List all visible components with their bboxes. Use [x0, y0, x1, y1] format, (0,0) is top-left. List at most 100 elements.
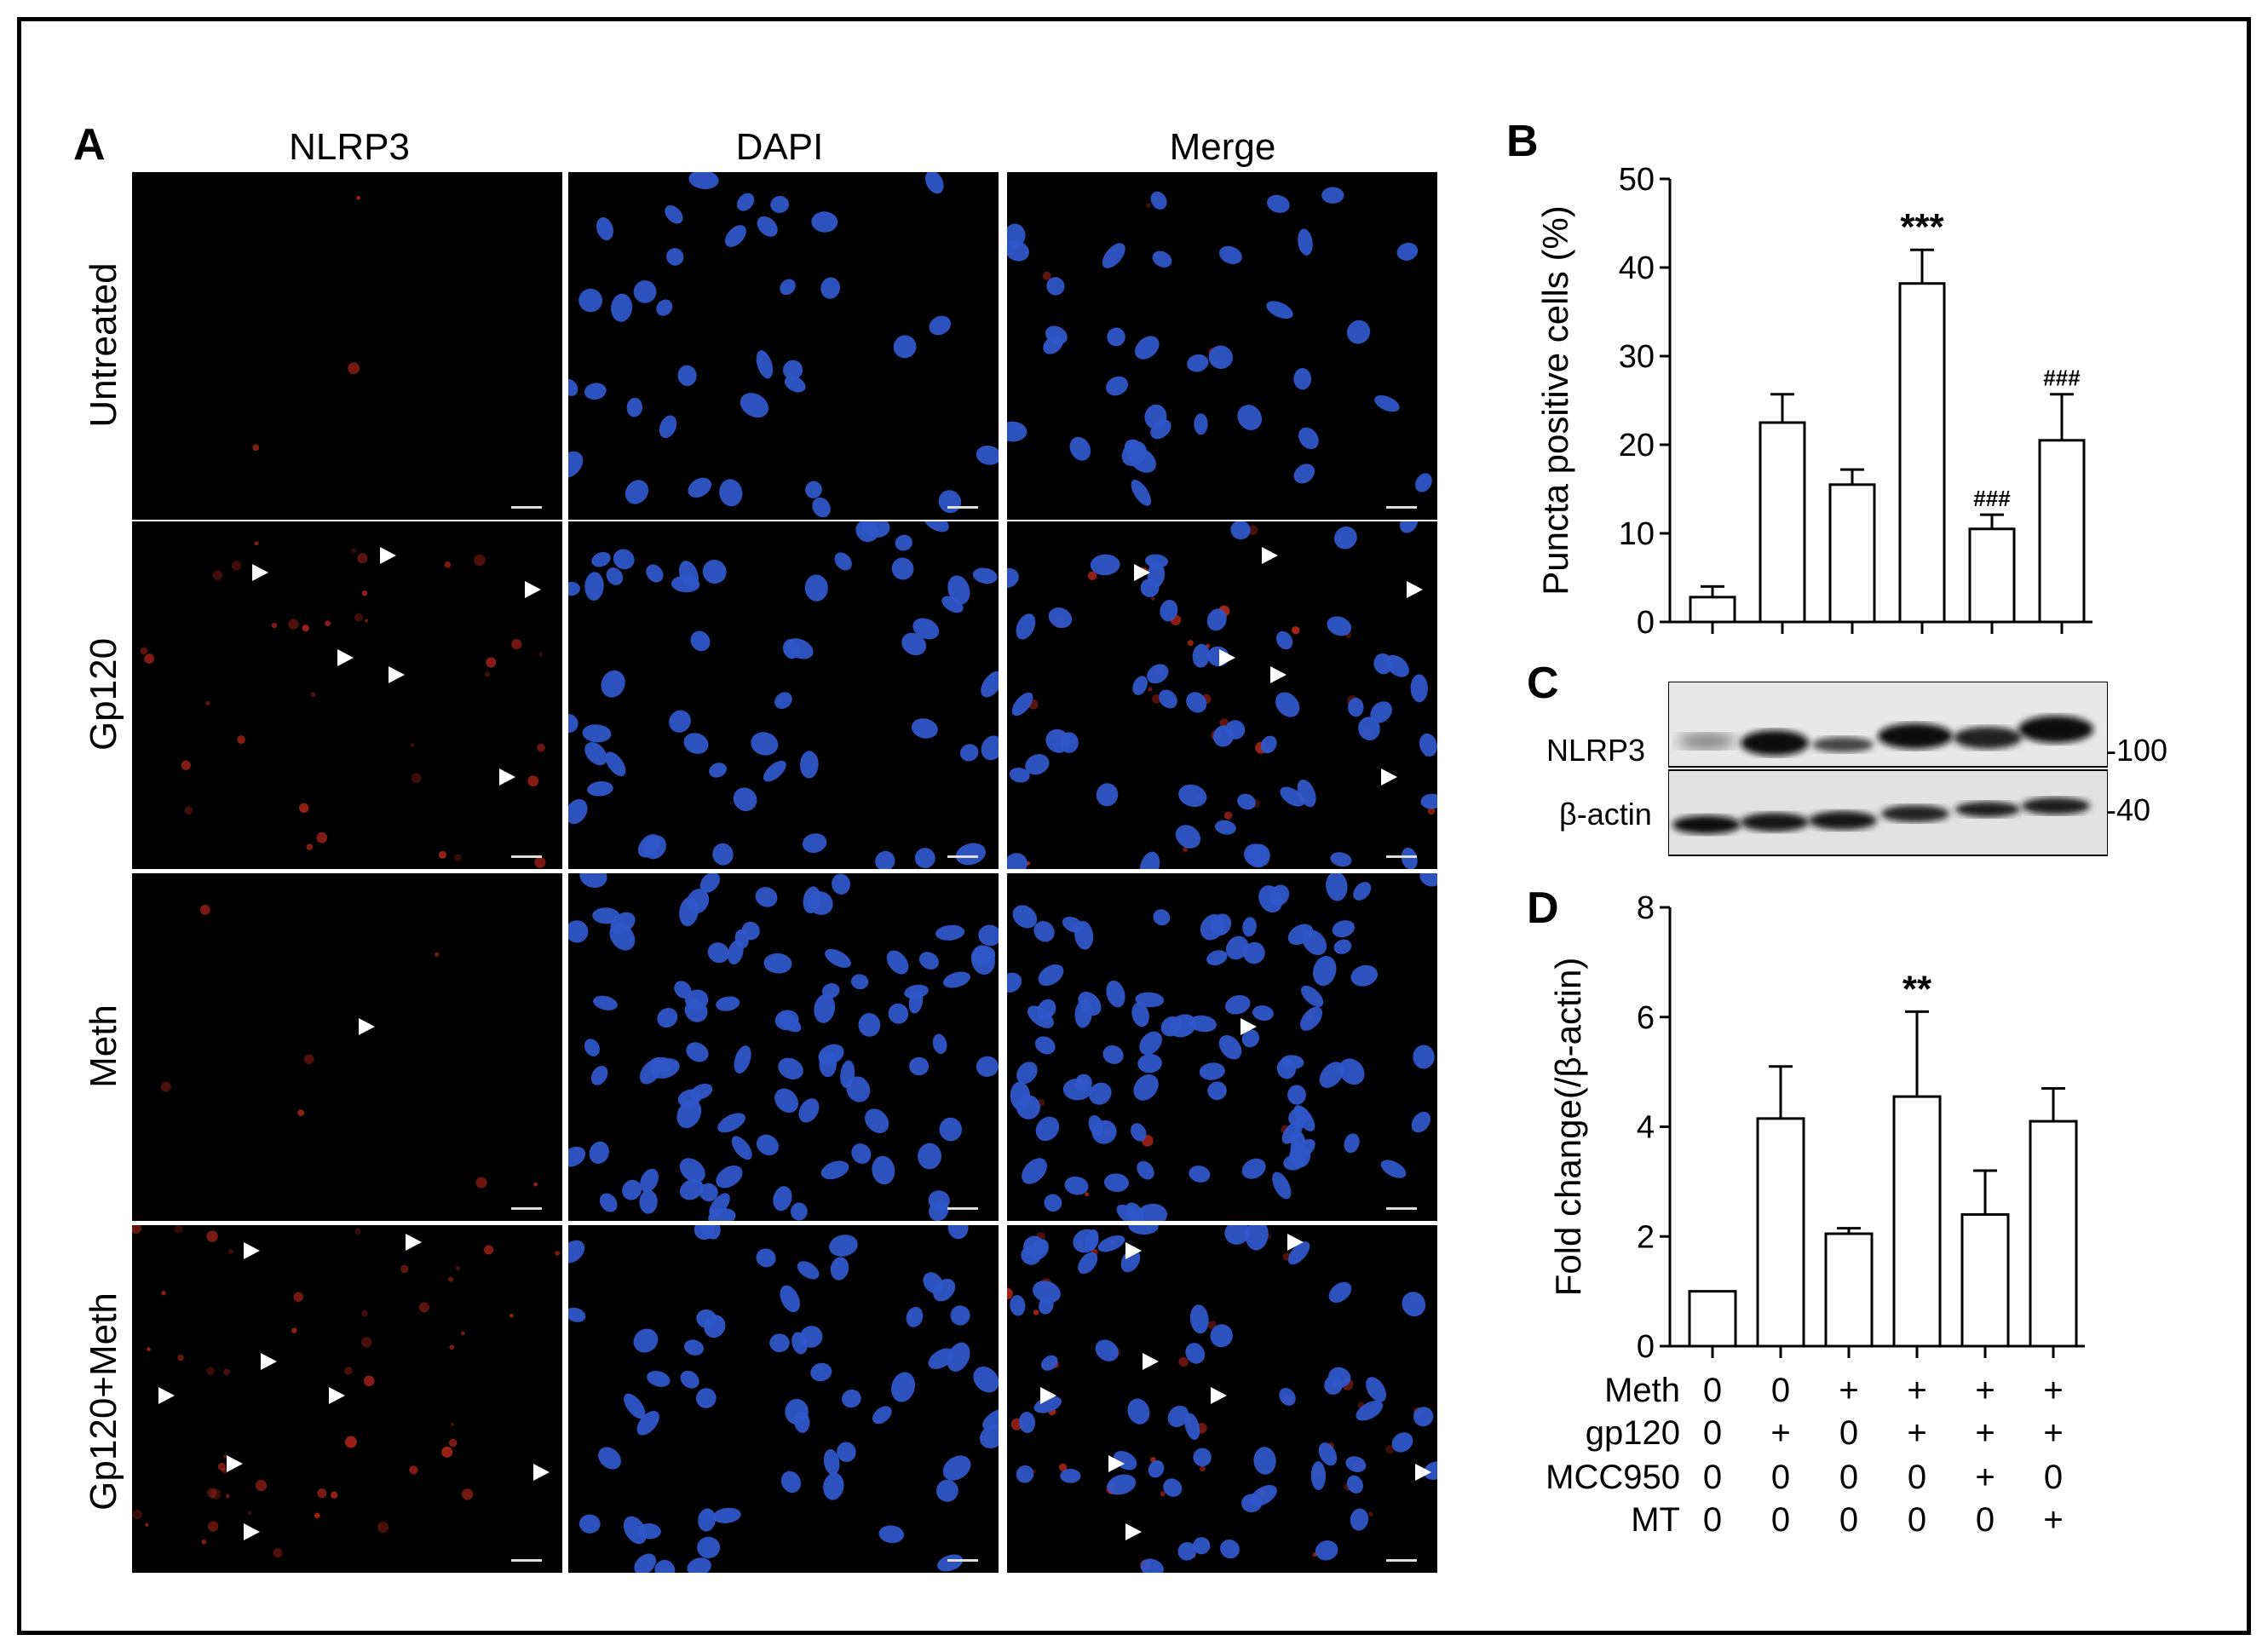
micrograph-r3-c3: [1007, 873, 1437, 1221]
blot-marker-40: -40: [2106, 792, 2151, 827]
panel-b-letter: B: [1506, 117, 1539, 166]
actin-band-lane-4: [1881, 805, 1949, 822]
panel-a-letter: A: [73, 120, 106, 170]
treatment-cell: +: [1975, 1372, 1995, 1409]
y-tick-label: 8: [1637, 895, 1655, 926]
significance-label: ###: [1973, 486, 2011, 511]
treatment-cell: +: [1975, 1459, 1995, 1496]
treatment-cell: 0: [1702, 1372, 1723, 1409]
treatment-cell: 0: [1975, 1501, 1995, 1539]
bar: [1689, 596, 1736, 624]
treatment-cell: 0: [1839, 1459, 1859, 1496]
micrograph-r4-c3: [1007, 1225, 1437, 1573]
bar: [1828, 483, 1876, 624]
y-tick-label: 30: [1619, 339, 1655, 375]
treatment-cell: 0: [1907, 1501, 1927, 1539]
treatment-cell: +: [2043, 1414, 2064, 1452]
treatment-cell: +: [2043, 1501, 2064, 1539]
nlrp3-band-lane-6: [2018, 716, 2093, 743]
treatment-cell: +: [1975, 1414, 1995, 1452]
actin-band-lane-3: [1809, 811, 1877, 830]
actin-band-lane-6: [2022, 797, 2090, 814]
treatment-label-mt: MT: [1631, 1501, 1680, 1539]
row-label-gp120: Gp120: [83, 637, 124, 751]
puncta-bar-chart: 0 10 20 30 40 50 Puncta positive cells (%) *** #…: [1535, 162, 2092, 641]
y-tick-label: 40: [1619, 250, 1655, 286]
micrograph-r1-c3: [1007, 172, 1437, 520]
blot-label-beta-actin: β-actin: [1559, 797, 1652, 832]
nlrp3-band-lane-3: [1812, 737, 1874, 752]
y-tick-label: 4: [1637, 1110, 1655, 1146]
y-tick-label: 20: [1619, 428, 1655, 463]
y-tick-label: 6: [1637, 1000, 1655, 1036]
fold-change-bar-chart: 0 2 4 6 8 Fold change(/β-actin) **: [1548, 895, 2085, 1365]
row-label-untreated: Untreated: [83, 262, 124, 428]
micrograph-r3-c1: [132, 873, 562, 1221]
actin-band-lane-2: [1741, 813, 1809, 832]
micrograph-r4-c1: [132, 1225, 562, 1573]
treatment-cell: 0: [1770, 1372, 1791, 1409]
y-axis-label: Puncta positive cells (%): [1535, 205, 1575, 596]
nlrp3-band-lane-2: [1741, 730, 1809, 756]
treatment-cell: 0: [1702, 1414, 1723, 1452]
treatment-cell: +: [1839, 1372, 1859, 1409]
column-label-nlrp3: NLRP3: [289, 126, 410, 168]
blot-label-nlrp3: NLRP3: [1546, 733, 1646, 768]
bar: [1968, 527, 2016, 624]
treatment-cell: +: [1770, 1414, 1791, 1452]
bar: [2038, 439, 2086, 624]
treatment-label-gp120: gp120: [1585, 1414, 1680, 1452]
y-axis-label: Fold change(/β-actin): [1548, 958, 1588, 1297]
micrograph-r4-c2: [568, 1225, 999, 1573]
treatment-cell: +: [2043, 1372, 2064, 1409]
micrograph-r2-c3: [1007, 521, 1437, 869]
bar: [1756, 1117, 1805, 1348]
y-tick-label: 10: [1619, 516, 1655, 552]
treatment-label-mcc950: MCC950: [1546, 1459, 1680, 1496]
y-tick-label: 0: [1637, 605, 1655, 641]
panel-d-letter: D: [1527, 884, 1559, 933]
nlrp3-band-lane-5: [1954, 727, 2022, 749]
actin-band-lane-5: [1955, 802, 2020, 817]
row-label-gp120-meth: Gp120+Meth: [83, 1292, 124, 1511]
panel-c-letter: C: [1527, 659, 1559, 708]
significance-label: **: [1902, 968, 1932, 1010]
treatment-cell: 0: [1907, 1459, 1927, 1496]
y-tick-label: 50: [1619, 162, 1655, 198]
column-label-dapi: DAPI: [735, 126, 824, 168]
significance-label: ***: [1900, 206, 1944, 248]
treatment-cell: 0: [1839, 1501, 1859, 1539]
bar: [2029, 1120, 2078, 1348]
treatment-cell: +: [1907, 1372, 1927, 1409]
treatment-cell: 0: [2043, 1459, 2064, 1496]
micrograph-r2-c2: [568, 521, 999, 869]
micrograph-r2-c1: [132, 521, 562, 869]
treatment-cell: 0: [1839, 1414, 1859, 1452]
treatment-label-meth: Meth: [1604, 1372, 1680, 1409]
y-tick-label: 2: [1637, 1219, 1655, 1255]
actin-band-lane-1: [1672, 815, 1741, 834]
treatment-cell: 0: [1770, 1501, 1791, 1539]
column-label-merge: Merge: [1169, 126, 1276, 168]
treatment-cell: 0: [1770, 1459, 1791, 1496]
bar: [1892, 1095, 1942, 1348]
nlrp3-band-lane-4: [1878, 723, 1953, 749]
micrograph-r1-c1: [132, 172, 562, 520]
figure-frame: [17, 17, 2251, 1635]
bar: [1759, 421, 1806, 624]
western-blot: [1668, 682, 2108, 856]
micrograph-r3-c2: [568, 873, 999, 1221]
treatment-cell: 0: [1702, 1501, 1723, 1539]
treatment-cell: +: [1907, 1414, 1927, 1452]
treatment-cell: 0: [1702, 1459, 1723, 1496]
bar: [1824, 1232, 1874, 1348]
significance-label: ###: [2043, 366, 2081, 391]
nlrp3-band-lane-1: [1678, 734, 1736, 749]
y-tick-label: 0: [1637, 1329, 1655, 1365]
blot-marker-100: -100: [2106, 733, 2168, 768]
row-label-meth: Meth: [83, 1004, 124, 1088]
bar: [1688, 1290, 1737, 1348]
micrograph-r1-c2: [568, 172, 999, 520]
bar: [1898, 282, 1946, 624]
bar: [1960, 1213, 2010, 1348]
